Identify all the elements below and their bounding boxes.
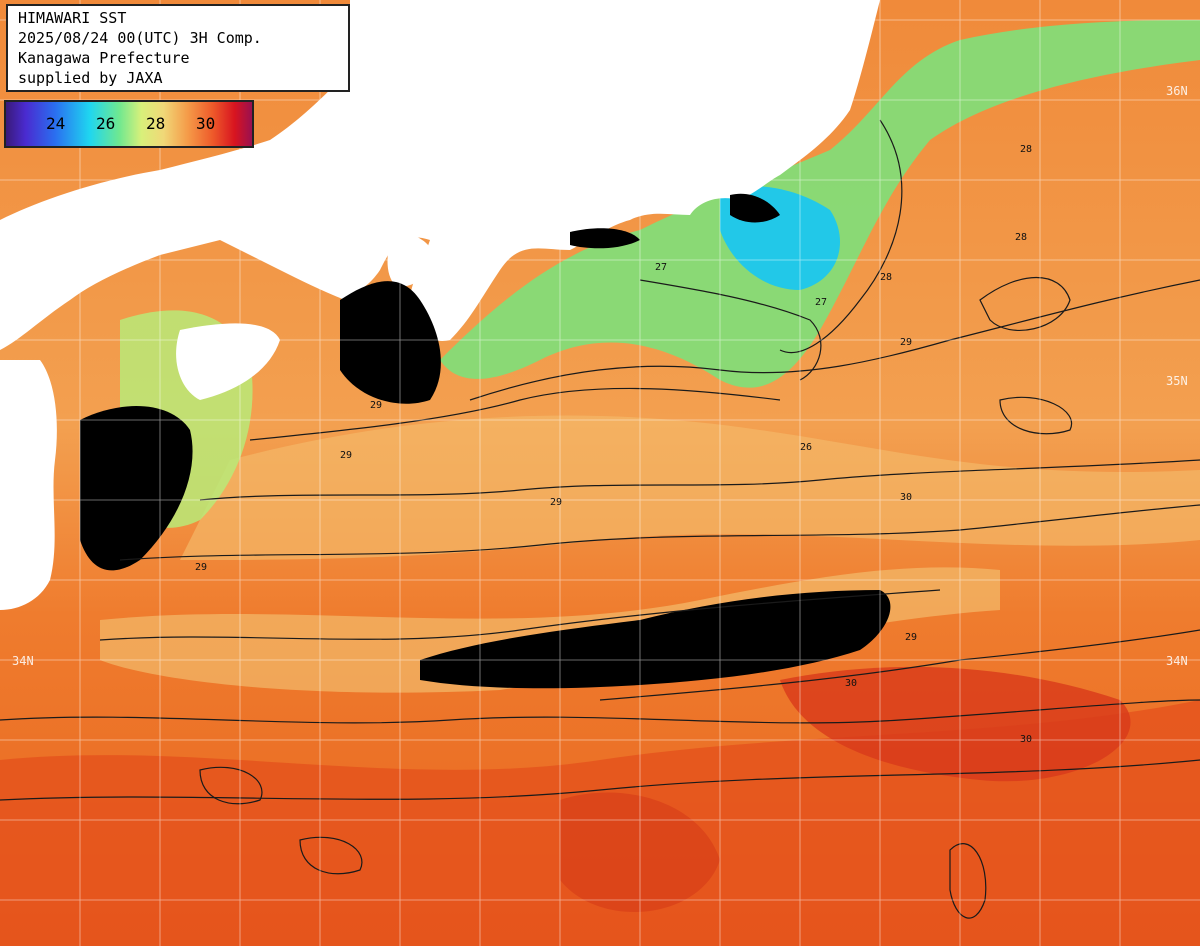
coastal-cool-water — [440, 20, 1200, 388]
land-kyushu — [0, 360, 57, 610]
lat-label-34n: 34N — [1166, 654, 1188, 668]
legend-tick-26: 26 — [96, 114, 116, 133]
legend-tick-30: 30 — [196, 114, 216, 133]
contour-labels: 28 28 27 27 26 29 29 29 29 29 30 30 30 2… — [195, 144, 1032, 745]
sst-contours — [0, 119, 1200, 919]
warm-water-patch — [780, 666, 1131, 782]
contour-label: 30 — [1020, 734, 1032, 745]
lon-label-136e: 136E — [484, 2, 498, 31]
contour-label: 27 — [815, 297, 827, 308]
contour-label: 28 — [880, 272, 892, 283]
cloud-mask-west — [80, 406, 193, 571]
timestamp: 2025/08/24 00(UTC) 3H Comp. — [18, 29, 262, 47]
land-honshu — [0, 0, 880, 350]
cool-water-band — [180, 415, 1200, 560]
contour-label: 28 — [1020, 144, 1032, 155]
contour-label: 29 — [905, 632, 917, 643]
contour-label: 29 — [900, 337, 912, 348]
region-name: Kanagawa Prefecture — [18, 49, 190, 67]
land-kii-peninsula — [387, 230, 433, 287]
cloud-mask-kii — [340, 281, 441, 404]
contour-label: 29 — [340, 450, 352, 461]
legend-tick-28: 28 — [146, 114, 166, 133]
cloud-mask-bay — [730, 193, 780, 223]
cloud-mask-coast — [570, 228, 640, 249]
lat-label-36n: 36N — [1166, 84, 1188, 98]
contour-label: 29 — [195, 562, 207, 573]
legend-tick-24: 24 — [46, 114, 66, 133]
contour-label: 30 — [845, 678, 857, 689]
contour-label: 28 — [1015, 232, 1027, 243]
contour-label: 26 — [800, 442, 812, 453]
lat-label-34n-left: 34N — [12, 654, 34, 668]
contour-label: 29 — [370, 400, 382, 411]
contour-label: 27 — [655, 262, 667, 273]
land-shikoku — [176, 323, 280, 400]
map-info-box: HIMAWARI SST 2025/08/24 00(UTC) 3H Comp.… — [6, 4, 350, 92]
cloud-mask-south — [420, 590, 891, 689]
lat-label-35n: 35N — [1166, 374, 1188, 388]
temperature-legend: 24 26 28 30 — [4, 100, 254, 148]
product-title: HIMAWARI SST — [18, 9, 127, 27]
supplier-credit: supplied by JAXA — [18, 69, 163, 87]
contour-label: 30 — [900, 492, 912, 503]
contour-label: 29 — [550, 497, 562, 508]
